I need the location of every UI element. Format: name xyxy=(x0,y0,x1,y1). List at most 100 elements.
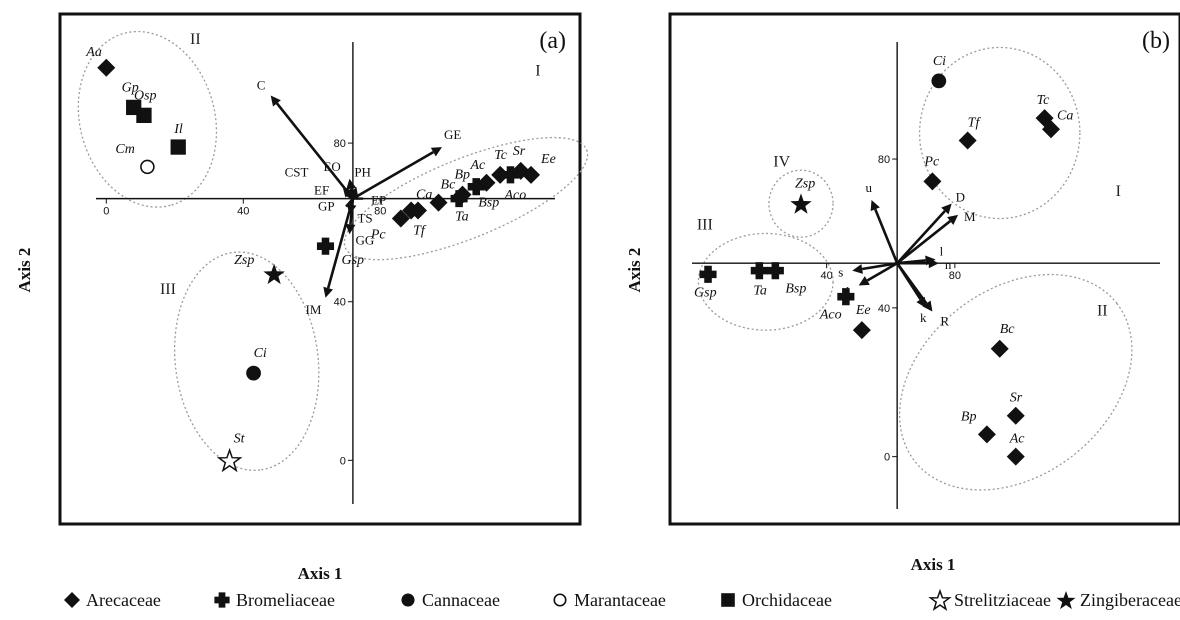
panel-a-point-0 xyxy=(97,58,116,77)
panel-b-y-title: Axis 2 xyxy=(625,248,644,293)
panel-a-vector-label-10: CST xyxy=(285,165,309,180)
panel-a-y-tick-label-1: 40 xyxy=(334,297,346,309)
panel-a-point-label-7: St xyxy=(234,431,246,446)
panel-a-point-label-18: Aco xyxy=(503,188,526,203)
panel-a-point-3 xyxy=(170,139,186,155)
panel-b-vector-head-4 xyxy=(928,258,939,269)
panel-b-point-label-5: Zsp xyxy=(795,177,815,192)
legend-marker-6 xyxy=(1056,591,1076,610)
panel-a-point-label-2: Osp xyxy=(134,88,157,103)
panel-b-point-11 xyxy=(990,339,1009,358)
legend-marker-4 xyxy=(721,593,735,607)
legend-marker-1 xyxy=(214,592,230,608)
panel-a-point-label-3: Il xyxy=(173,122,183,137)
panel-a-point-label-4: Cm xyxy=(115,142,134,157)
panel-b-vector-label-3: l xyxy=(940,243,944,258)
panel-a-group-0-ellipse xyxy=(343,136,589,261)
panel-b-vector-label-8: R xyxy=(940,314,949,329)
panel-a-y-tick-label-2: 80 xyxy=(334,138,346,150)
panel-a-vector-10 xyxy=(348,193,354,200)
panel-a-point-label-20: Ee xyxy=(540,152,556,167)
panel-a-vector-label-9: EF xyxy=(314,183,329,198)
panel-b-vector-label-4: n xyxy=(945,257,952,272)
panel-b-x-title: Axis 1 xyxy=(911,555,956,574)
panel-b-vector-head-2 xyxy=(947,214,959,225)
panel-b-vector-2 xyxy=(896,220,952,265)
panel-b-plot: IIIIIIIV408004080uDMlnsdkRCiTcCaTfPcZspG… xyxy=(692,42,1160,509)
panel-b-vector-head-8 xyxy=(922,300,933,312)
panel-a-point-label-16: Ac xyxy=(469,158,486,173)
panel-a-vector-0 xyxy=(275,102,354,200)
panel-a-point-12 xyxy=(429,193,448,212)
legend-marker-3 xyxy=(553,593,567,607)
panel-b-point-5 xyxy=(790,193,812,214)
panel-a-vector-head-0 xyxy=(270,95,281,107)
legend-label-3: Marantaceae xyxy=(574,590,666,610)
panel-a-group-2-ellipse xyxy=(173,251,320,471)
panel-b-vector-0 xyxy=(874,208,899,264)
panel-b-point-label-0: Ci xyxy=(933,54,946,69)
panel-b-group-1-label: II xyxy=(1097,302,1108,319)
panel-a-point-label-0: Aa xyxy=(85,45,102,60)
panel-b-group-2-ellipse xyxy=(697,232,834,331)
legend-label-2: Cannaceae xyxy=(422,590,500,610)
panel-b-point-0 xyxy=(931,73,947,89)
panel-a-vector-label-7: PH xyxy=(354,165,371,180)
panel-b-point-label-9: Aco xyxy=(819,308,842,323)
legend-marker-5 xyxy=(928,588,952,611)
panel-a-label: (a) xyxy=(539,28,566,54)
panel-b-vector-head-5 xyxy=(852,264,863,274)
panel-b-x-tick-label-0: 40 xyxy=(821,270,833,282)
panel-a-vector-head-3 xyxy=(345,223,356,235)
panel-b-vector-label-1: D xyxy=(956,190,965,205)
panel-b-point-6 xyxy=(699,265,717,283)
panel-b-label: (b) xyxy=(1142,28,1170,54)
panel-b-vector-8 xyxy=(896,262,928,305)
panel-a-point-label-12: Bc xyxy=(441,178,457,193)
panel-b-point-12 xyxy=(1006,406,1025,425)
panel-a-point-2 xyxy=(136,107,152,123)
panel-a-point-label-9: Pc xyxy=(370,227,387,242)
panel-b-group-0-label: I xyxy=(1116,183,1121,200)
panel-a-vector-label-0: C xyxy=(257,78,266,93)
panel-a-point-6 xyxy=(246,365,261,381)
panel-b-point-label-10: Ee xyxy=(855,303,871,318)
panel-a-point-label-5: Zsp xyxy=(234,253,254,268)
panel-b-group-3-label: IV xyxy=(773,153,790,170)
panel-a-vector-1 xyxy=(352,150,434,200)
panel-b-point-label-6: Gsp xyxy=(694,285,717,300)
legend: Arecaceae Bromeliaceae Cannaceae Marantacea… xyxy=(64,588,1180,611)
panel-a-point-20 xyxy=(522,165,541,184)
panel-a-point-label-8: Gsp xyxy=(342,253,365,268)
panel-a-point-label-19: Sr xyxy=(513,144,526,159)
panel-a-point-15 xyxy=(467,178,485,196)
panel-a-point-4 xyxy=(140,159,155,175)
panel-a-vector-label-6: EP xyxy=(371,193,386,208)
panel-a-vector-2 xyxy=(326,198,355,289)
panel-b-point-label-1: Tc xyxy=(1037,93,1051,108)
panel-b-vector-6 xyxy=(866,262,898,282)
panel-a-vector-head-10 xyxy=(342,186,353,198)
panel-a-vector-5 xyxy=(345,197,354,208)
panel-b-point-3 xyxy=(958,131,977,150)
panel-b-y-tick-label-0: 0 xyxy=(884,452,890,464)
panel-a-point-7 xyxy=(216,447,243,473)
panel-b-point-14 xyxy=(1006,447,1025,466)
panel-b-point-label-2: Ca xyxy=(1057,108,1073,123)
legend-label-1: Bromeliaceae xyxy=(236,590,335,610)
panel-b-vector-head-0 xyxy=(870,199,880,212)
panel-a-point-9 xyxy=(391,209,410,228)
panel-a-group-2-label: III xyxy=(160,281,176,298)
panel-a-point-label-10: Tf xyxy=(413,224,427,239)
panel-b-point-8 xyxy=(766,262,784,280)
panel-b-y-tick-label-2: 80 xyxy=(878,154,890,166)
panel-b-point-10 xyxy=(852,321,871,340)
panel-a-frame xyxy=(58,12,582,526)
panel-b-group-1-ellipse xyxy=(898,273,1133,491)
legend-marker-2 xyxy=(401,593,415,607)
panel-b-point-label-8: Bsp xyxy=(785,282,806,297)
panel-a-vector-head-2 xyxy=(323,286,333,298)
